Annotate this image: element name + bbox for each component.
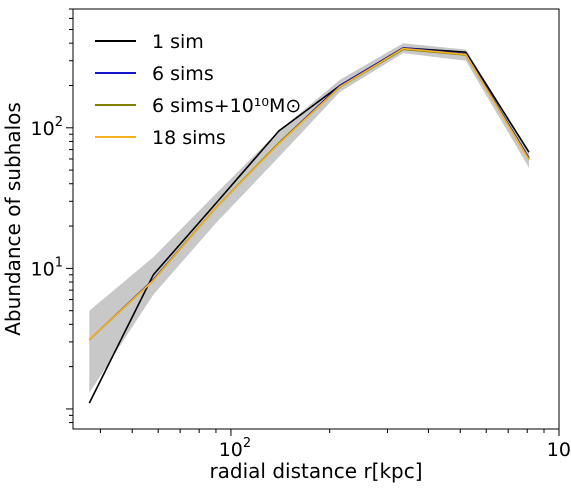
- legend-label: 18 sims: [152, 127, 226, 149]
- legend-label: 6 sims: [152, 63, 214, 85]
- confidence-band: [89, 43, 530, 393]
- series-line-0: [88, 47, 530, 404]
- x-tick-label: 102: [219, 436, 251, 461]
- legend-label: 6 sims+10¹⁰M⊙: [152, 95, 301, 117]
- band-area: [89, 43, 530, 393]
- y-axis-ticks: 101 102: [31, 8, 73, 424]
- legend-label: 1 sim: [152, 31, 204, 53]
- series-lines: [88, 47, 530, 404]
- series-line-3: [88, 47, 530, 341]
- y-tick-label: 101: [31, 255, 63, 280]
- series-line-2: [88, 48, 530, 341]
- y-axis-label: Abundance of subhalos: [1, 102, 25, 336]
- x-axis-label: radial distance r[kpc]: [209, 459, 422, 483]
- plot-frame: [72, 8, 560, 430]
- x-tick-label: 103: [547, 436, 571, 461]
- x-axis-ticks: 102 103: [99, 429, 571, 461]
- series-line-1: [88, 47, 530, 341]
- y-tick-label: 102: [31, 115, 63, 140]
- legend: 1 sim 6 sims 6 sims+10¹⁰M⊙ 18 sims: [95, 31, 301, 149]
